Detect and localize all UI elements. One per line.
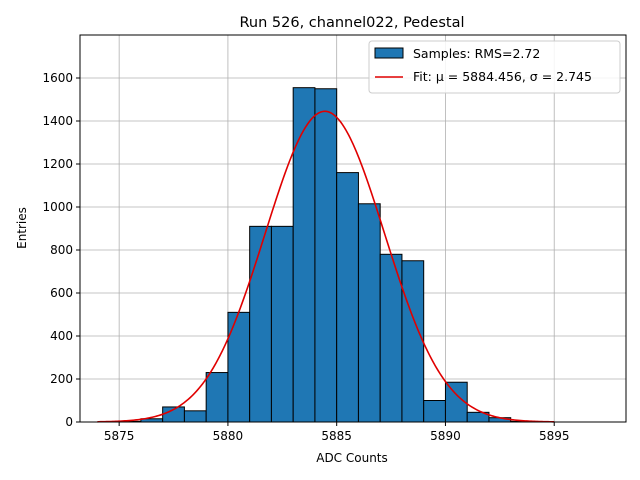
x-tick-label: 5880 <box>213 429 244 443</box>
y-tick-label: 200 <box>50 372 73 386</box>
y-axis-label: Entries <box>15 207 29 249</box>
y-tick-label: 1600 <box>42 71 73 85</box>
x-tick-label: 5890 <box>430 429 461 443</box>
y-tick-label: 400 <box>50 329 73 343</box>
y-tick-label: 800 <box>50 243 73 257</box>
x-axis-ticks: 5875 5880 5885 5890 5895 <box>104 422 570 443</box>
histogram-bar <box>249 225 272 423</box>
y-tick-label: 0 <box>65 415 73 429</box>
fit-curve <box>97 110 555 423</box>
x-tick-label: 5875 <box>104 429 135 443</box>
legend-samples-label: Samples: RMS=2.72 <box>413 46 540 61</box>
plot-frame <box>79 34 627 423</box>
legend: Samples: RMS=2.72 Fit: μ = 5884.456, σ =… <box>368 40 621 94</box>
legend-samples-swatch <box>374 47 404 59</box>
histogram-bar <box>292 87 316 423</box>
chart-title: Run 526, channel022, Pedestal <box>239 15 464 31</box>
histogram-bar <box>423 400 446 423</box>
x-tick-label: 5885 <box>321 429 352 443</box>
histogram-bar <box>357 203 381 423</box>
histogram-bar <box>401 260 425 423</box>
histogram-bar <box>183 410 207 423</box>
y-axis-ticks: 0 200 400 600 800 1000 1200 1400 1600 <box>42 71 80 429</box>
legend-fit-label: Fit: μ = 5884.456, σ = 2.745 <box>413 69 592 84</box>
legend-box <box>368 40 621 94</box>
y-tick-label: 600 <box>50 286 73 300</box>
histogram-bar <box>314 88 338 423</box>
x-tick-label: 5895 <box>539 429 570 443</box>
histogram-bar <box>336 172 359 423</box>
x-axis-label: ADC Counts <box>316 451 388 465</box>
histogram-bar <box>227 311 251 423</box>
histogram-bars <box>118 87 533 423</box>
histogram-bar <box>205 372 229 423</box>
y-tick-label: 1200 <box>42 157 73 171</box>
y-tick-label: 1000 <box>42 200 73 214</box>
y-tick-label: 1400 <box>42 114 73 128</box>
histogram-bar <box>270 225 294 423</box>
fit-curve-group <box>97 110 555 423</box>
